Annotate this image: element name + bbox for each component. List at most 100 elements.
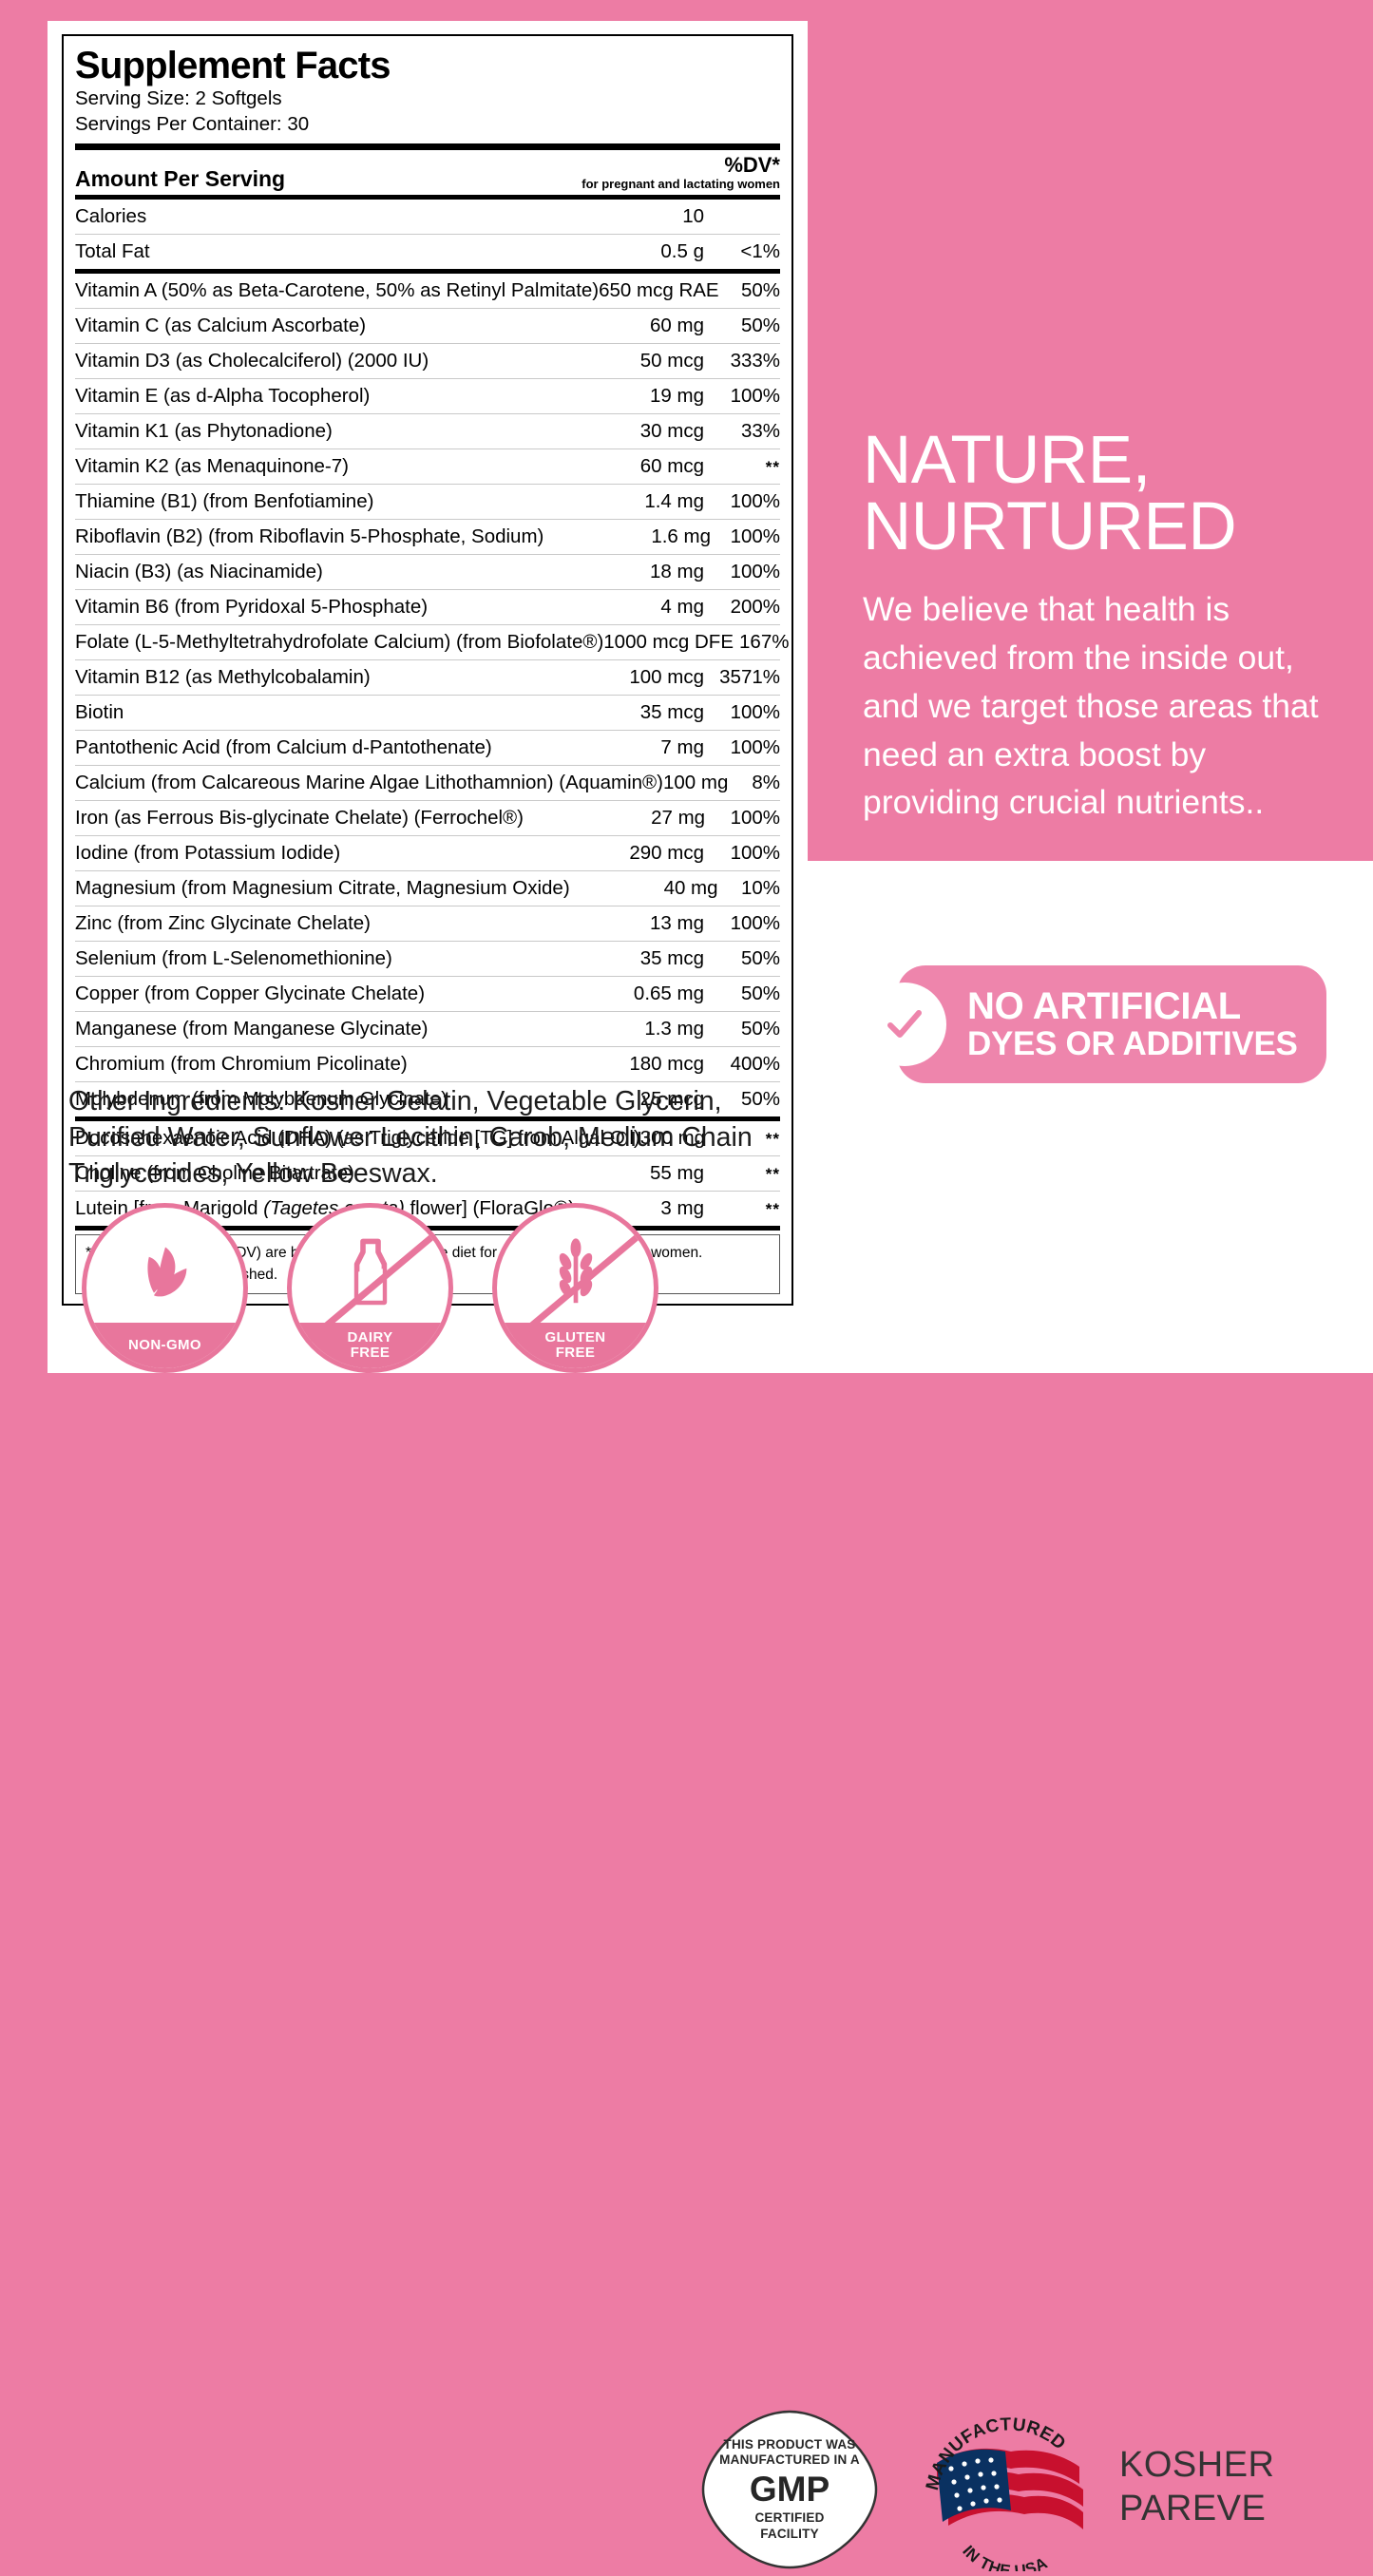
usa-arc-bottom-text: IN THE USA xyxy=(959,2542,1051,2571)
row-divider xyxy=(75,484,780,486)
nutrient-amount: 18 mg xyxy=(650,561,704,583)
nutrient-name: Molybdenum (from Molybdenum Glycinate) xyxy=(75,1088,448,1111)
table-header: Amount Per Serving %DV* for pregnant and… xyxy=(75,150,780,195)
nutrient-daily-value: ** xyxy=(765,1200,780,1219)
nutrient-amount: 30 mcg xyxy=(639,420,704,443)
nutrient-daily-value: ** xyxy=(765,458,780,477)
nutrient-row: Vitamin A (50% as Beta-Carotene, 50% as … xyxy=(75,274,780,308)
nutrient-name: Manganese (from Manganese Glycinate) xyxy=(75,1018,429,1040)
nutrient-row: Choline (from Choline Bitartrate) 55 mg ** xyxy=(75,1156,780,1191)
nutrient-daily-value: ** xyxy=(765,1130,780,1149)
nutrient-amount: 0.65 mg xyxy=(633,983,704,1005)
checkmark-icon xyxy=(863,983,946,1066)
nutrient-row: Calcium (from Calcareous Marine Algae Li… xyxy=(75,766,780,800)
row-divider xyxy=(75,1155,780,1157)
nutrient-amount: 55 mg xyxy=(650,1162,704,1185)
leaves-icon xyxy=(86,1221,243,1326)
row-divider xyxy=(75,765,780,767)
nutrient-name: Vitamin D3 (as Cholecalciferol) (2000 IU… xyxy=(75,350,429,372)
nutrient-name: Selenium (from L-Selenomethionine) xyxy=(75,947,392,970)
no-artificial-dyes-badge: NO ARTIFICIAL DYES OR ADDITIVES xyxy=(863,965,1326,1083)
nutrient-name: Total Fat xyxy=(75,240,150,263)
gmp-line-3: CERTIFIED xyxy=(754,2510,825,2526)
no-artificial-text: NO ARTIFICIAL DYES OR ADDITIVES xyxy=(967,984,1298,1062)
nutrient-amount: 13 mg xyxy=(650,912,704,935)
nutrient-daily-value: <1% xyxy=(740,240,780,263)
supplement-facts-panel: Supplement Facts Serving Size: 2 Softgel… xyxy=(62,34,793,1306)
nutrient-row: Manganese (from Manganese Glycinate) 1.3 … xyxy=(75,1012,780,1046)
nutrient-daily-value: ** xyxy=(765,1165,780,1184)
badge-line-1: NO ARTIFICIAL xyxy=(967,984,1241,1027)
divider-after-total-fat xyxy=(75,269,780,275)
row-divider xyxy=(75,554,780,556)
badge-gmp-certified: THIS PRODUCT WAS MANUFACTURED IN A GMP C… xyxy=(699,2408,880,2571)
gmp-text-block: THIS PRODUCT WAS MANUFACTURED IN A GMP C… xyxy=(699,2408,880,2571)
row-divider xyxy=(75,624,780,626)
nutrient-name: Vitamin B6 (from Pyridoxal 5-Phosphate) xyxy=(75,596,429,619)
badge-line-2: DYES OR ADDITIVES xyxy=(967,1024,1298,1062)
row-divider xyxy=(75,589,780,591)
badge-label-line-2: FREE xyxy=(350,1345,391,1361)
nutrient-daily-value: 100% xyxy=(730,736,780,759)
badge-gluten-free: GLUTEN FREE xyxy=(492,1203,658,1373)
nutrient-daily-value: 50% xyxy=(740,983,780,1005)
row-divider xyxy=(75,308,780,310)
headline-line-2: NURTURED xyxy=(863,488,1237,564)
nutrient-name: Vitamin C (as Calcium Ascorbate) xyxy=(75,315,367,337)
badge-label-line-1: DAIRY xyxy=(347,1328,393,1345)
nutrient-daily-value: 167% xyxy=(739,631,790,654)
nutrient-amount: 40 mg xyxy=(663,877,718,900)
nutrient-name: Riboflavin (B2) (from Riboflavin 5-Phosp… xyxy=(75,525,544,548)
nutrient-amount: 650 mcg RAE xyxy=(599,279,719,302)
nutrient-amount: 60 mcg xyxy=(639,455,704,478)
nutrient-row: Thiamine (B1) (from Benfotiamine) 1.4 mg 1… xyxy=(75,485,780,519)
nutrient-name: Iodine (from Potassium Iodide) xyxy=(75,842,341,865)
nutrient-amount: 25 mcg xyxy=(639,1088,704,1111)
gmp-line-1: THIS PRODUCT WAS xyxy=(723,2436,856,2452)
nutrient-amount: 50 mcg xyxy=(639,350,704,372)
row-divider xyxy=(75,378,780,380)
nutrient-name: Vitamin E (as d-Alpha Tocopherol) xyxy=(75,385,371,408)
nutrient-amount: 1.3 mg xyxy=(644,1018,704,1040)
nutrient-name: Iron (as Ferrous Bis-glycinate Chelate) … xyxy=(75,807,524,830)
supplement-facts-title: Supplement Facts xyxy=(75,45,391,86)
nutrient-row: Vitamin K2 (as Menaquinone-7) 60 mcg ** xyxy=(75,449,780,484)
nutrient-amount: 290 mcg xyxy=(629,842,704,865)
nutrient-amount: 35 mcg xyxy=(639,701,704,724)
row-divider xyxy=(75,835,780,837)
nutrient-daily-value: 50% xyxy=(740,947,780,970)
nutrient-row: Total Fat 0.5 g <1% xyxy=(75,235,780,269)
row-divider xyxy=(75,343,780,345)
nutrient-rows-primary: Calories 10 Total Fat 0.5 g <1% Vitamin A (50… xyxy=(75,200,789,1116)
nutrient-daily-value: 8% xyxy=(752,772,780,794)
nutrient-daily-value: 100% xyxy=(730,385,780,408)
row-divider xyxy=(75,800,780,802)
nutrient-daily-value: 400% xyxy=(730,1053,780,1076)
marketing-blurb: We believe that health is achieved from … xyxy=(863,590,1319,822)
divider-below-header xyxy=(75,195,780,200)
row-divider xyxy=(75,519,780,521)
marketing-panel: NATURE, NURTURED We believe that health … xyxy=(808,0,1373,861)
nutrient-daily-value: 3571% xyxy=(719,666,780,689)
nutrient-daily-value: 100% xyxy=(730,525,780,548)
nutrient-daily-value: 200% xyxy=(730,596,780,619)
nutrient-name: Magnesium (from Magnesium Citrate, Magne… xyxy=(75,877,570,900)
row-divider xyxy=(75,695,780,696)
nutrient-name: Copper (from Copper Glycinate Chelate) xyxy=(75,983,426,1005)
nutrient-name: Vitamin A (50% as Beta-Carotene, 50% as … xyxy=(75,279,600,302)
nutrient-daily-value: 100% xyxy=(730,561,780,583)
nutrient-amount: 0.5 g xyxy=(660,240,704,263)
nutrient-name: Vitamin B12 (as Methylcobalamin) xyxy=(75,666,371,689)
gmp-line-4: FACILITY xyxy=(760,2526,819,2541)
wheat-icon xyxy=(497,1221,654,1326)
nutrient-row: Vitamin C (as Calcium Ascorbate) 60 mg 50% xyxy=(75,309,780,343)
badge-label-line-2: FREE xyxy=(555,1345,596,1361)
gmp-acronym: GMP xyxy=(749,2469,830,2509)
nutrient-amount: 35 mcg xyxy=(639,947,704,970)
other-ingredients-text: Other Ingredients: Kosher Gelatin, Veget… xyxy=(68,1086,753,1189)
certification-badge-row: NON-GMO DAIRY FREE xyxy=(0,1203,1373,2576)
nutrient-amount: 1.6 mg xyxy=(651,525,711,548)
headline-line-1: NATURE, xyxy=(863,422,1151,498)
row-divider xyxy=(75,413,780,415)
servings-per-container: Servings Per Container: 30 xyxy=(75,113,310,136)
